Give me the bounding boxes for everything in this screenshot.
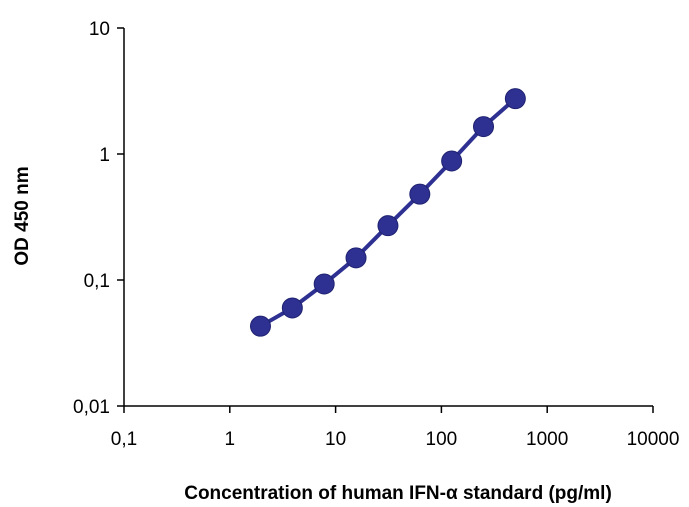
data-point <box>409 183 431 205</box>
x-tick-label: 0,1 <box>111 429 137 450</box>
x-tick-label: 100 <box>426 429 458 450</box>
data-point <box>441 150 463 172</box>
y-axis-title: OD 450 nm <box>12 166 33 265</box>
x-tick-label: 10 <box>325 429 346 450</box>
y-tick-label: 0,01 <box>73 397 110 418</box>
y-tick-label: 10 <box>89 19 110 40</box>
data-point <box>473 116 495 138</box>
x-tick-label: 1000 <box>526 429 568 450</box>
x-ticks: 0,1 1 10 100 1000 10000 <box>111 406 680 450</box>
y-tick-label: 1 <box>99 145 110 166</box>
data-point <box>249 315 271 337</box>
data-point <box>377 215 399 237</box>
x-tick-label: 10000 <box>627 429 680 450</box>
x-tick-label: 1 <box>225 429 236 450</box>
y-tick-label: 0,1 <box>84 271 110 292</box>
series-layer <box>249 88 526 337</box>
data-point <box>504 88 526 110</box>
x-axis-title: Concentration of human IFN-α standard (p… <box>184 483 612 504</box>
data-point <box>281 297 303 319</box>
data-point <box>345 247 367 269</box>
y-ticks: 0,01 0,1 1 10 <box>73 19 124 418</box>
data-point <box>313 273 335 295</box>
